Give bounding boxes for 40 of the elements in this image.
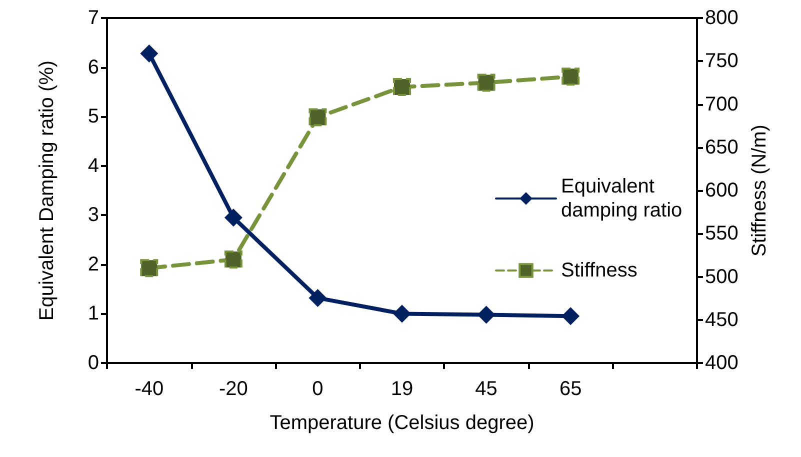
y-tick-label: 5: [88, 106, 99, 128]
x-tick-label: -20: [218, 378, 248, 400]
y2-tick-label: 450: [705, 308, 738, 331]
x-tick-label: 65: [559, 378, 582, 400]
y-tick-label: 3: [88, 204, 99, 226]
y2-tick-label: 800: [705, 7, 738, 29]
y-tick-label: 0: [88, 352, 99, 374]
y2-tick-label: 500: [705, 266, 738, 288]
point: [308, 108, 327, 126]
x-axis-title: Temperature (Celsius degree): [270, 412, 534, 434]
y2-axis-title: Stiffness (N/m): [748, 124, 770, 256]
y-tick-label: 7: [88, 7, 99, 29]
x-tick-label: 45: [475, 378, 498, 400]
point: [393, 78, 411, 96]
point: [308, 288, 327, 307]
y2-tick-label: 600: [705, 180, 738, 202]
point: [140, 44, 158, 62]
y-tick-label: 1: [88, 302, 99, 325]
point: [224, 208, 242, 227]
y-tick-label: 6: [88, 56, 99, 78]
point: [562, 307, 580, 326]
legend-label: Stiffness: [561, 260, 638, 282]
y2-tick-label: 700: [705, 93, 738, 116]
x-tick-label: -40: [134, 378, 164, 400]
point: [562, 68, 580, 86]
y-tick-label: 4: [88, 154, 99, 177]
x-tick-label: 0: [312, 378, 324, 400]
y2-tick-label: 750: [705, 50, 738, 72]
legend-label: Equivalent damping ratio: [561, 176, 682, 222]
point: [393, 304, 411, 323]
point: [477, 74, 496, 92]
point: [140, 259, 158, 278]
y2-tick-label: 550: [705, 222, 738, 245]
x-tick-label: 19: [390, 378, 414, 400]
y2-tick-label: 650: [705, 136, 738, 158]
y-tick-label: 2: [88, 253, 99, 276]
point: [477, 306, 496, 324]
point: [224, 250, 242, 268]
y-axis-title: Equivalent Damping ratio (%): [36, 60, 58, 321]
y2-tick-label: 400: [705, 352, 738, 374]
